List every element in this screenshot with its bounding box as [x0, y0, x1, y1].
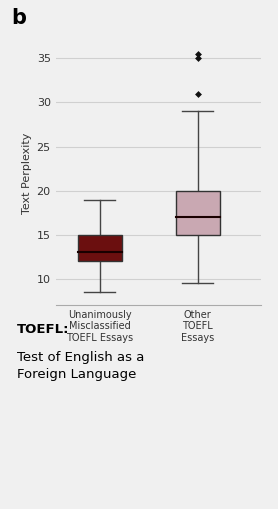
Text: b: b	[11, 8, 26, 27]
Text: Test of English as a
Foreign Language: Test of English as a Foreign Language	[17, 351, 144, 381]
Y-axis label: Text Perplexity: Text Perplexity	[23, 132, 33, 214]
Bar	[176, 191, 220, 235]
Bar	[78, 235, 122, 261]
Text: TOEFL:: TOEFL:	[17, 323, 69, 336]
